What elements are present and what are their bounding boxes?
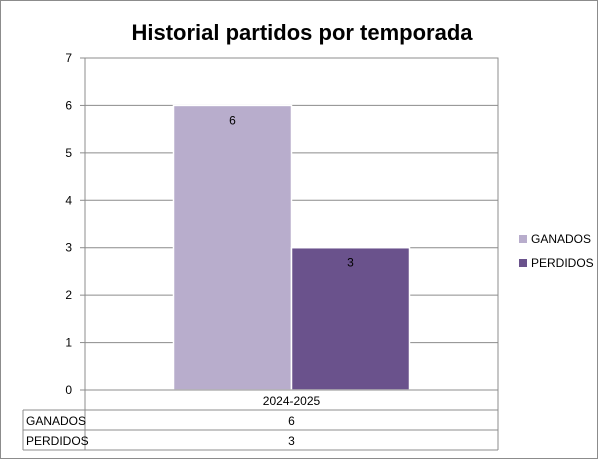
y-tick-label: 3 [65, 241, 72, 255]
y-tick-label: 6 [65, 98, 72, 112]
legend: GANADOS PERDIDOS [519, 232, 594, 270]
y-tick-label: 0 [65, 383, 72, 397]
chart-title: Historial partidos por temporada [131, 20, 473, 45]
legend-swatch-perdidos [519, 259, 527, 267]
data-label: 6 [229, 113, 236, 127]
y-tick-label: 1 [65, 336, 72, 350]
y-tick-label: 4 [65, 193, 72, 207]
data-labels: 63 [229, 113, 354, 269]
legend-swatch-ganados [519, 235, 527, 243]
table-row-header: GANADOS [26, 414, 86, 428]
y-tick-label: 5 [65, 146, 72, 160]
x-category-label: 2024-2025 [263, 394, 321, 408]
bar-perdidos [290, 246, 411, 391]
y-tick-label: 7 [65, 51, 72, 65]
y-tick-label: 2 [65, 288, 72, 302]
data-label: 3 [347, 256, 354, 270]
bar-ganados [172, 104, 293, 391]
legend-label: GANADOS [531, 232, 591, 246]
table-cell: 6 [288, 414, 295, 428]
data-table: 2024-2025 GANADOS 6 PERDIDOS 3 [22, 389, 499, 451]
bars [172, 104, 411, 391]
y-axis-ticks: 0 1 2 3 4 5 6 7 [65, 51, 85, 397]
table-row-header: PERDIDOS [26, 434, 89, 448]
table-cell: 3 [288, 434, 295, 448]
legend-label: PERDIDOS [531, 256, 594, 270]
